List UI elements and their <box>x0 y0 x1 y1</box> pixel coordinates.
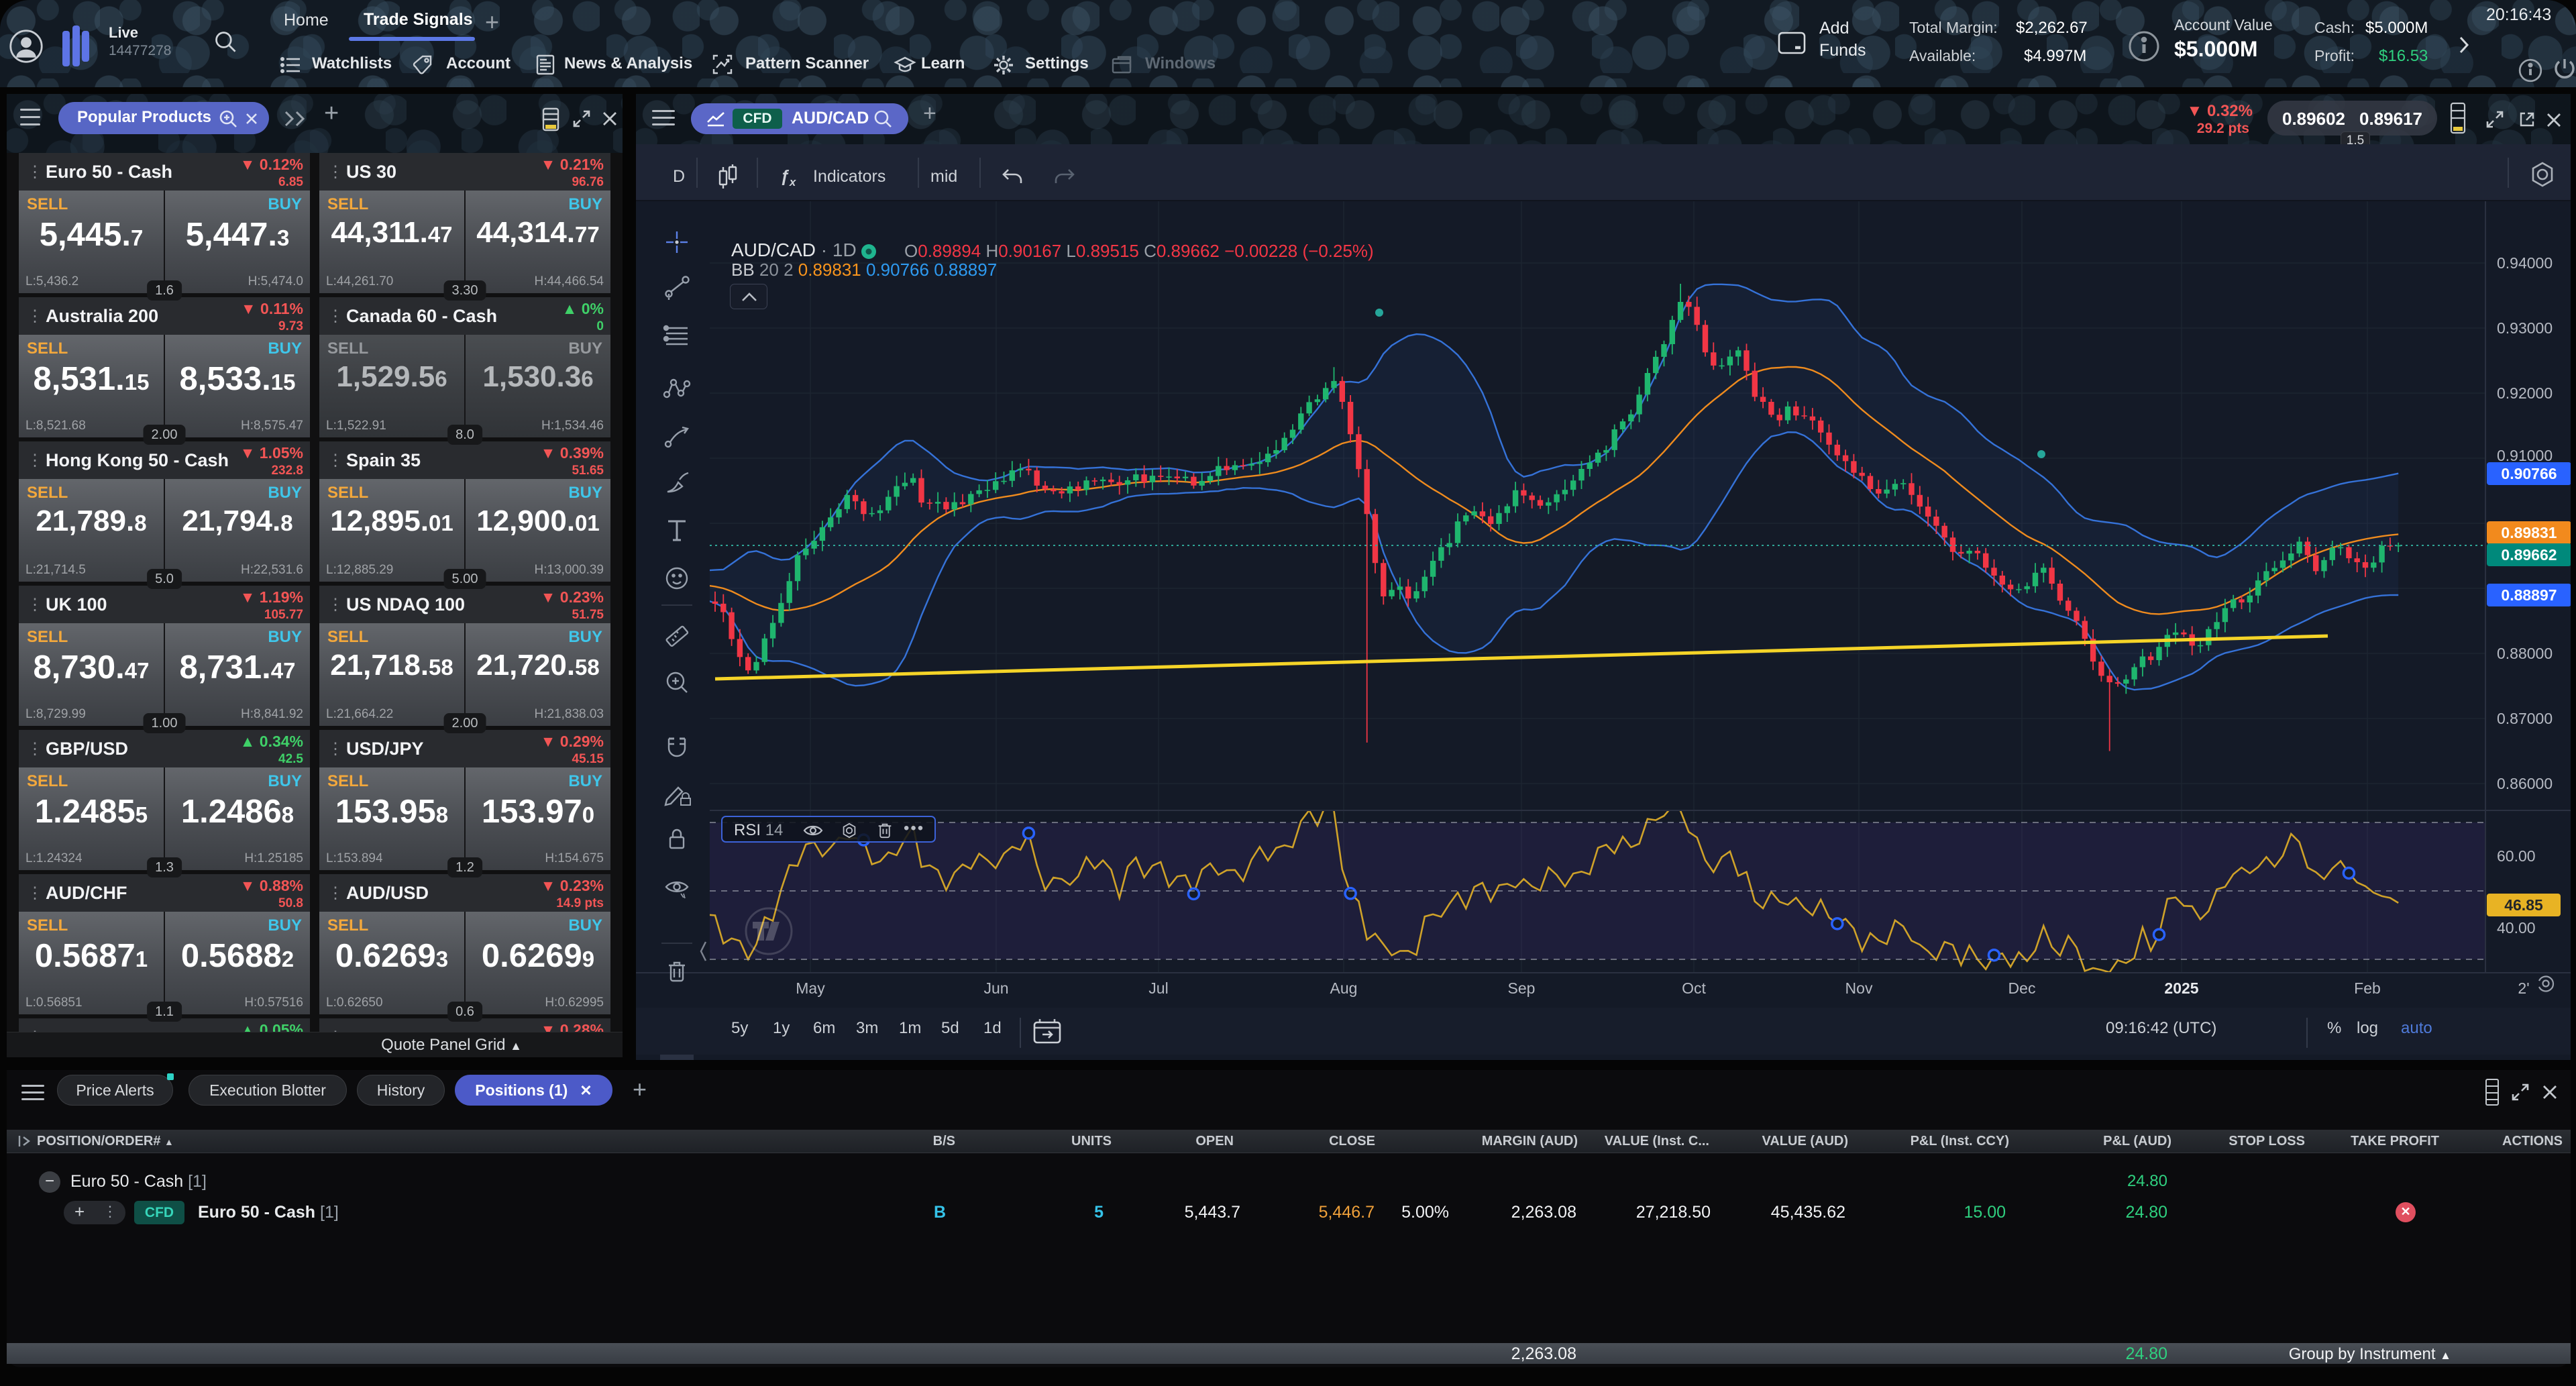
svg-text:0.90766: 0.90766 <box>2501 465 2557 482</box>
svg-text:60.00: 60.00 <box>2497 847 2536 865</box>
svg-text:Aug: Aug <box>1330 979 1358 997</box>
svg-text:0.88897: 0.88897 <box>2501 586 2557 604</box>
svg-text:0.94000: 0.94000 <box>2497 254 2553 272</box>
svg-text:May: May <box>796 979 825 997</box>
svg-text:Sep: Sep <box>1508 979 1536 997</box>
svg-text:0.87000: 0.87000 <box>2497 710 2553 727</box>
svg-text:Jul: Jul <box>1148 979 1168 997</box>
svg-text:0.91000: 0.91000 <box>2497 447 2553 464</box>
svg-text:46.85: 46.85 <box>2504 896 2543 914</box>
svg-text:0.93000: 0.93000 <box>2497 319 2553 337</box>
svg-text:40.00: 40.00 <box>2497 919 2536 937</box>
svg-text:2025: 2025 <box>2164 979 2198 997</box>
svg-text:0.86000: 0.86000 <box>2497 775 2553 792</box>
svg-text:Jun: Jun <box>983 979 1008 997</box>
svg-text:Oct: Oct <box>1682 979 1706 997</box>
svg-text:0.88000: 0.88000 <box>2497 645 2553 662</box>
svg-text:0.89662: 0.89662 <box>2501 546 2557 564</box>
svg-text:Nov: Nov <box>1845 979 1873 997</box>
svg-text:Dec: Dec <box>2008 979 2036 997</box>
svg-text:0.92000: 0.92000 <box>2497 384 2553 402</box>
svg-text:2': 2' <box>2518 979 2529 997</box>
svg-text:Feb: Feb <box>2354 979 2381 997</box>
svg-text:0.89831: 0.89831 <box>2501 524 2557 541</box>
